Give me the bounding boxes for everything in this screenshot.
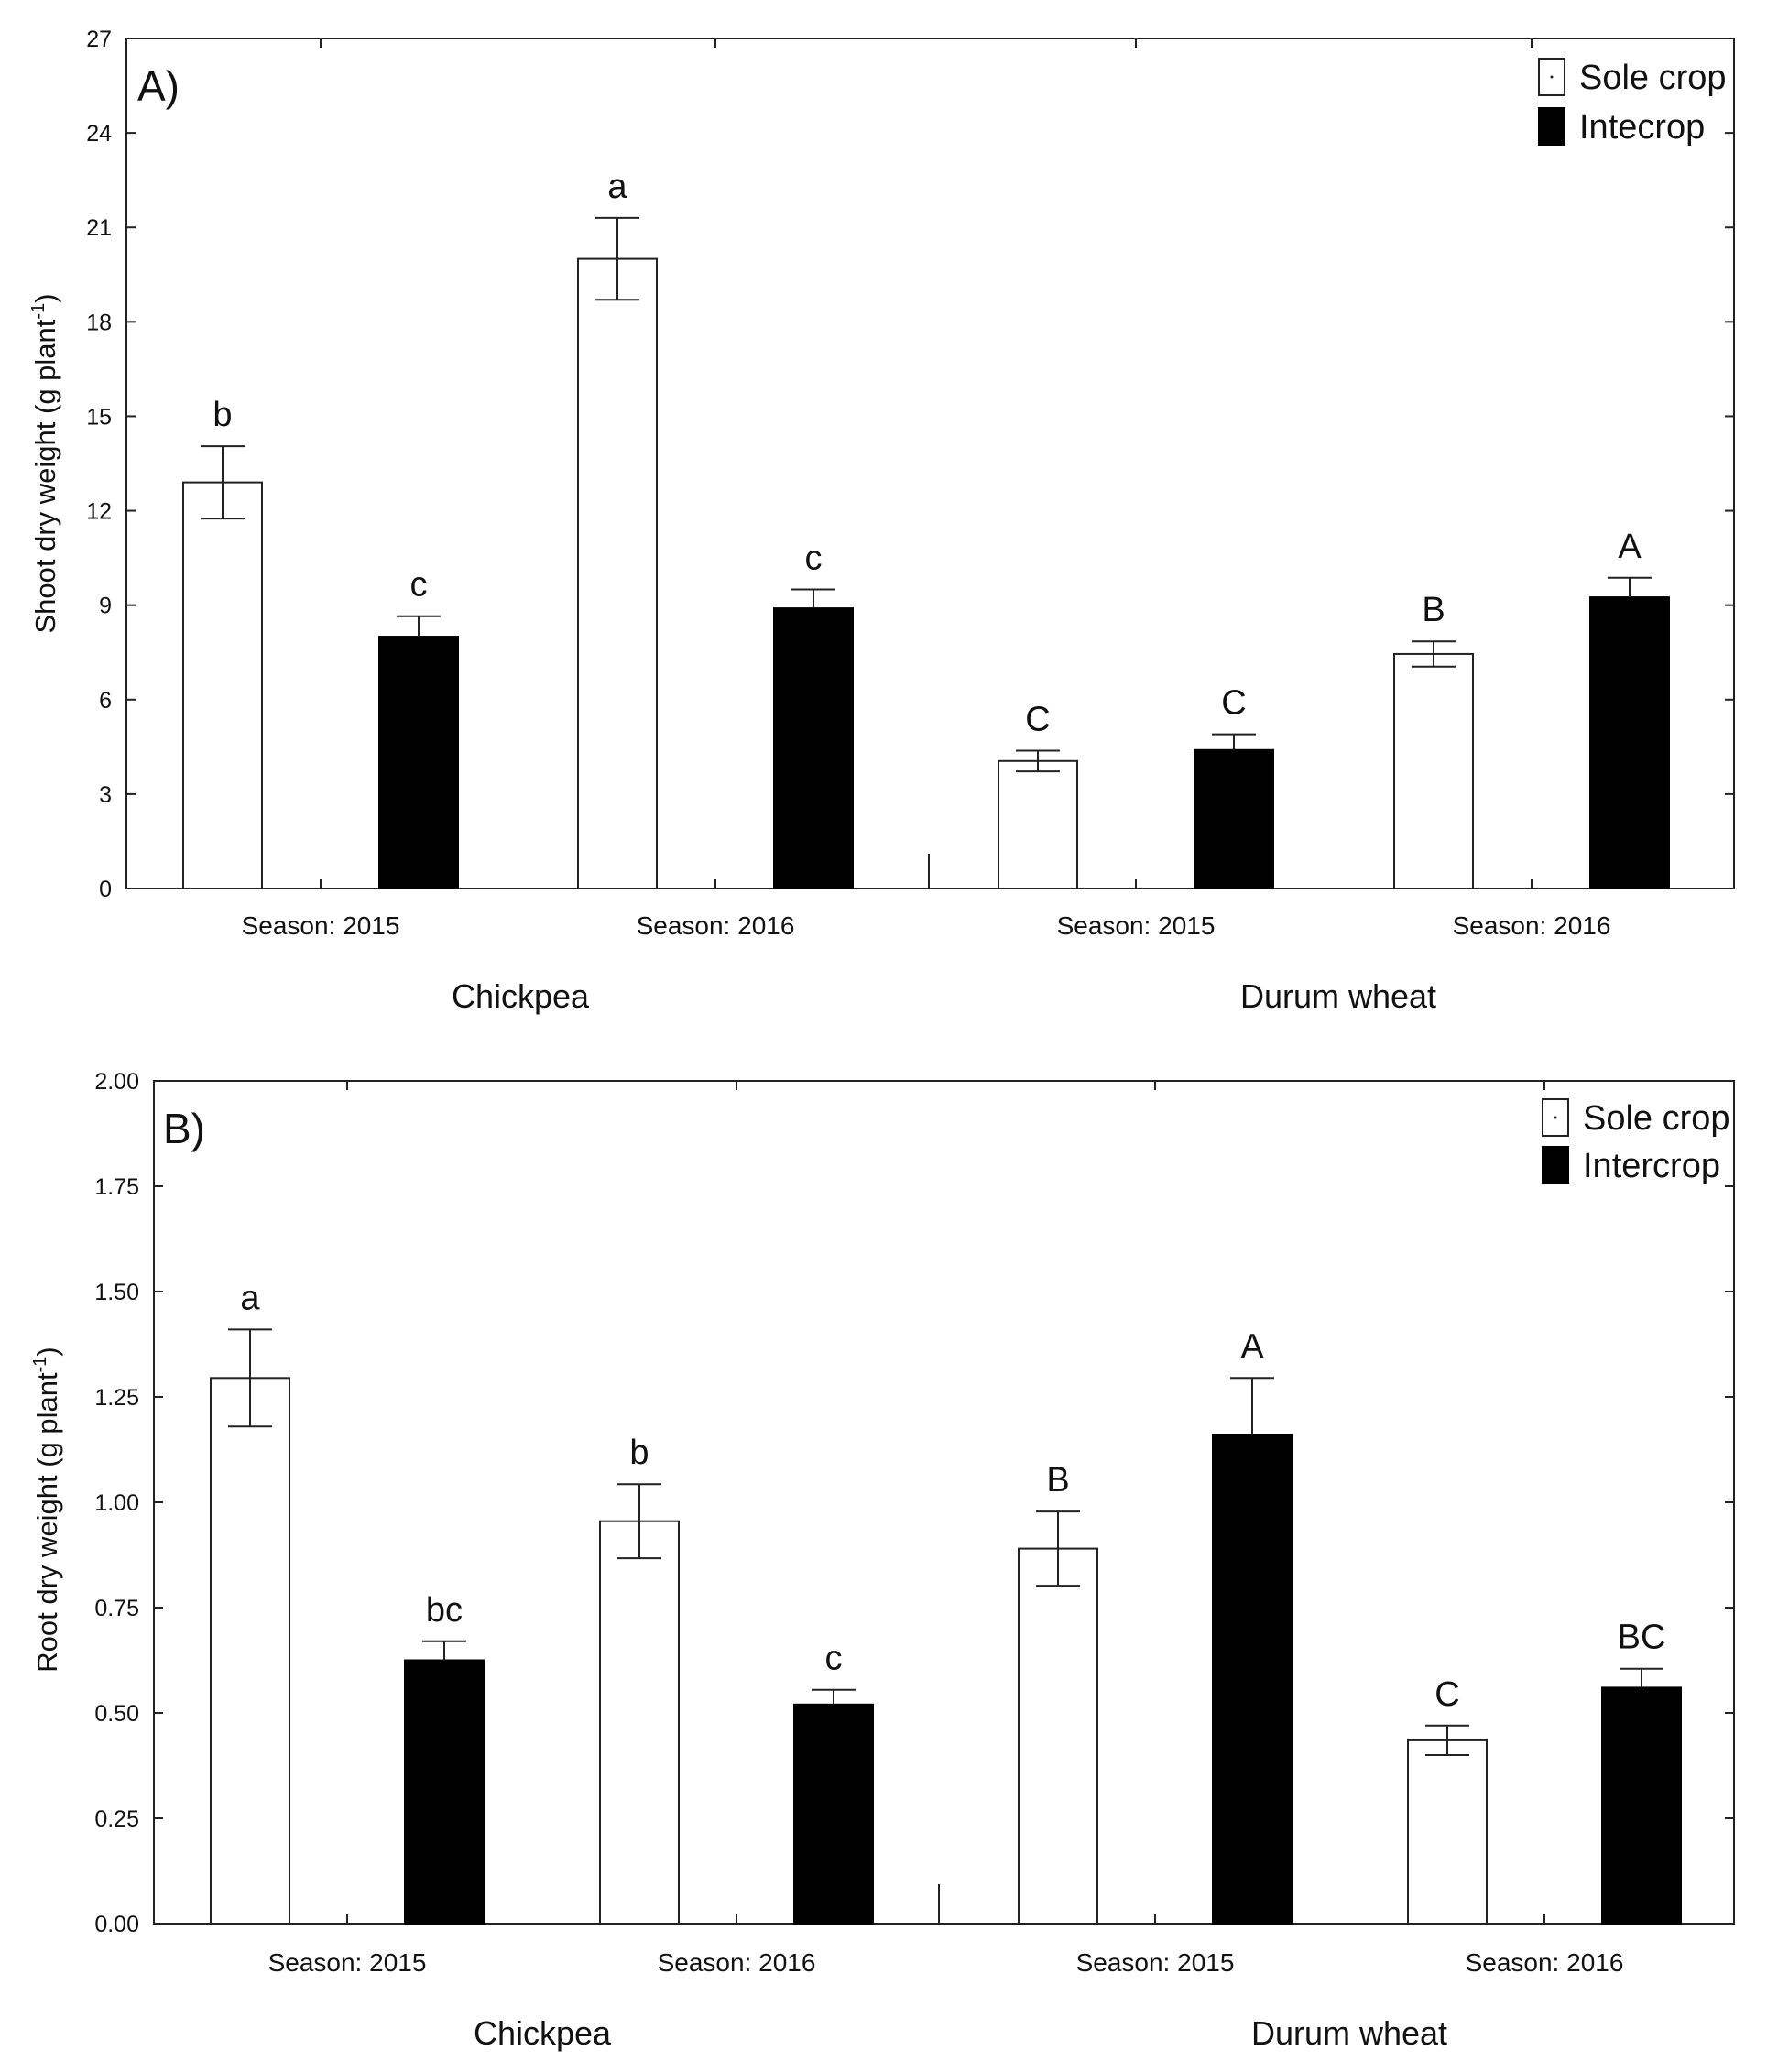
y-axis-title-text: Root dry weight (g plant [31,1372,63,1673]
y-tick-label: 0.50 [94,1701,139,1727]
bar-intercrop [773,607,854,889]
bar-sole-crop [182,481,263,889]
significance-letter: c [410,566,428,605]
bar-sole-crop [1393,652,1474,889]
y-tick-label: 27 [86,27,112,52]
y-tick-label: 0.00 [94,1912,139,1937]
y-axis-title-close: ) [31,1347,63,1356]
y-axis-title-superscript: -1 [30,1357,50,1373]
plot-frame [125,38,1735,889]
bar-intercrop [1589,596,1670,890]
bar-intercrop [404,1659,485,1925]
x-category-label: Season: 2015 [1057,911,1216,940]
y-tick-label: 1.50 [94,1280,139,1305]
bar-intercrop [793,1703,874,1925]
y-tick-label: 3 [99,782,112,808]
legend-swatch-dot [1554,1116,1557,1119]
y-tick-label: 9 [99,594,112,619]
y-tick-label: 18 [86,310,112,335]
legend-label: Sole crop [1583,1099,1730,1138]
group-label: Chickpea [474,2014,612,2052]
significance-letter: BC [1618,1619,1666,1657]
x-category-label: Season: 2016 [1466,1948,1624,1977]
x-category-label: Season: 2016 [658,1948,816,1977]
y-tick-label: 0.75 [94,1596,139,1621]
significance-letter: B [1422,591,1445,629]
y-tick-label: 12 [86,499,112,525]
group-label: Durum wheat [1240,977,1436,1015]
y-axis-title-close: ) [29,293,61,302]
group-label: Durum wheat [1251,2014,1447,2052]
significance-letter: C [1434,1675,1459,1714]
y-tick-label: 1.75 [94,1174,139,1200]
bar-intercrop [1601,1686,1682,1925]
bar-sole-crop [577,257,658,889]
y-axis-title: Shoot dry weight (g plant-1) [28,293,61,633]
panel-label: A) [137,62,180,110]
x-category-label: Season: 2015 [242,911,400,940]
significance-letter: a [607,168,627,206]
legend-swatch-dot [1550,75,1554,79]
bar-intercrop [1194,748,1274,890]
significance-letter: bc [426,1591,463,1630]
x-category-label: Season: 2016 [1453,911,1611,940]
y-tick-label: 24 [86,121,112,147]
y-tick-label: 0 [99,877,112,902]
significance-letter: A [1618,528,1642,566]
bar-sole-crop [998,759,1078,889]
y-tick-label: 1.25 [94,1385,139,1411]
y-axis-title-superscript: -1 [28,303,49,320]
y-tick-label: 1.00 [94,1490,139,1516]
y-tick-label: 0.25 [94,1806,139,1832]
significance-letter: c [805,539,823,577]
bar-intercrop [378,636,459,889]
panel-a-shoot-dry-weight: 0 3 6 9 12 15 18 21 24 27 b a C Bc c C A Season: 2015 Seas… [28,27,1735,1015]
plot-frame [153,1080,1735,1925]
group-label: Chickpea [452,977,590,1015]
significance-letter: A [1240,1327,1264,1366]
y-tick-label: 15 [86,404,112,430]
panel-b-root-dry-weight: 0.000.250.500.751.001.251.501.752.00abBC… [30,1069,1735,2052]
significance-letter: b [213,396,232,434]
y-axis-title: Root dry weight (g plant-1) [30,1347,63,1673]
legend-swatch-sole-crop [1542,1098,1569,1137]
bar-sole-crop [599,1520,680,1925]
legend-swatch-intercrop [1542,1146,1569,1184]
x-category-label: Season: 2015 [268,1948,427,1977]
panel-label: B) [163,1105,205,1152]
bar-sole-crop [210,1377,290,1925]
significance-letter: c [825,1640,843,1678]
y-tick-label: 2.00 [94,1069,139,1095]
legend-label: Intercrop [1583,1147,1720,1185]
significance-letter: C [1221,684,1246,723]
significance-letter: a [240,1279,260,1317]
significance-letter: B [1046,1461,1069,1499]
significance-letter: C [1025,700,1050,738]
significance-letter: b [629,1434,649,1472]
x-category-label: Season: 2015 [1076,1948,1235,1977]
bar-sole-crop [1407,1739,1488,1925]
bar-intercrop [1212,1434,1293,1925]
legend-label: Intecrop [1579,108,1705,147]
y-axis-title-text: Shoot dry weight (g plant [29,319,61,633]
y-tick-label: 21 [86,215,112,241]
bar-sole-crop [1018,1547,1098,1925]
x-category-label: Season: 2016 [637,911,795,940]
y-tick-label: 6 [99,688,112,714]
legend-swatch-intercrop [1538,107,1565,146]
legend-label: Sole crop [1579,59,1727,97]
